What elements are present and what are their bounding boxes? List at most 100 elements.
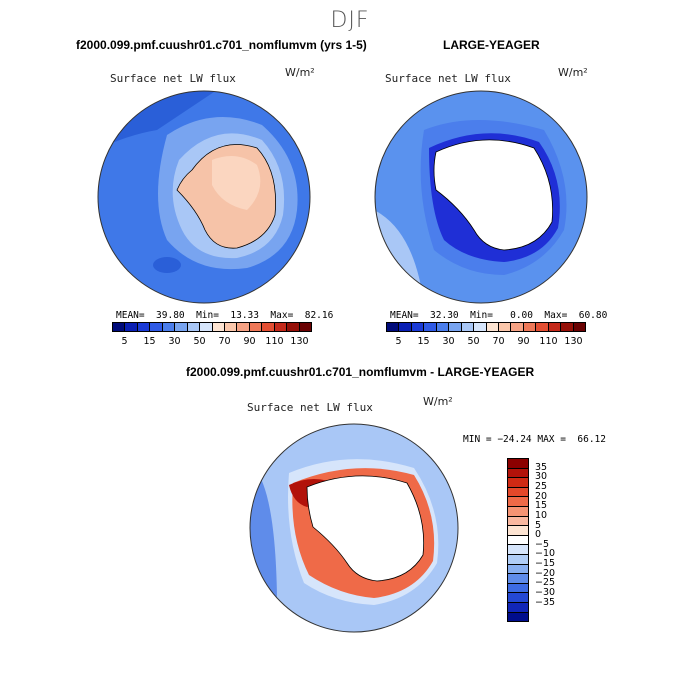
panel-c-colorbar-tick: 5: [535, 519, 542, 531]
panel-b-antarctica-mask: [433, 139, 553, 251]
panel-a-colorbar-labels: 5 15 30 50 70 90 110 130: [112, 336, 312, 348]
panel-c-colorbar-swatch: [508, 467, 528, 478]
panel-b-colorbar-swatch: [448, 323, 461, 331]
panel-a-title: f2000.099.pmf.cuushr01.c701_nomflumvm (y…: [76, 38, 367, 52]
panel-b-colorbar: [386, 322, 586, 332]
season-title: DJF: [330, 8, 370, 33]
panel-a-colorbar-swatch: [186, 323, 200, 331]
panel-c-colorbar-tick: 15: [535, 500, 548, 512]
panel-c-colorbar-tick: −20: [535, 567, 556, 579]
panel-c-colorbar-tick: 0: [535, 529, 542, 541]
panel-b-colorbar-swatch: [535, 323, 548, 331]
panel-b-stats: MEAN= 32.30 Min= 0.00 Max= 60.80: [390, 310, 608, 321]
panel-b-colorbar-swatch: [460, 323, 474, 331]
panel-a-colorbar-swatch: [286, 323, 299, 331]
panel-c-colorbar-swatch: [508, 459, 528, 468]
panel-b-colorbar-swatch: [398, 323, 411, 331]
panel-b-colorbar-swatch: [560, 323, 573, 331]
panel-b-colorbar-swatch: [473, 323, 486, 331]
panel-c-colorbar-swatch: [508, 582, 528, 593]
panel-a-colorbar-tick: 110: [265, 336, 284, 347]
panel-c-colorbar-swatch: [508, 525, 528, 535]
panel-c-colorbar-swatch: [508, 534, 528, 545]
panel-b-colorbar-tick: 5: [395, 336, 402, 347]
panel-b-colorbar-swatch: [410, 323, 424, 331]
panel-a-colorbar-swatch: [174, 323, 187, 331]
panel-a-colorbar-swatch: [199, 323, 212, 331]
panel-c-colorbar-labels: 35 30 25 20 15 10 5 0 −5 −10 −15 −20 −25 −30 −35: [535, 458, 575, 622]
panel-a-colorbar-tick: 30: [168, 336, 181, 347]
panel-b-colorbar-swatch: [572, 323, 585, 331]
panel-a-colorbar-tick: 15: [143, 336, 156, 347]
panel-a-colorbar-tick: 5: [121, 336, 128, 347]
panel-b-colorbar-tick: 110: [539, 336, 558, 347]
panel-c-title: f2000.099.pmf.cuushr01.c701_nomflumvm - …: [186, 365, 535, 379]
panel-b-colorbar-tick: 50: [467, 336, 480, 347]
panel-a-colorbar-tick: 70: [218, 336, 231, 347]
panel-a-colorbar-swatch: [298, 323, 311, 331]
panel-b-colorbar-swatch: [485, 323, 498, 331]
panel-c-colorbar: [507, 458, 529, 622]
panel-c-colorbar-tick: −5: [535, 538, 550, 550]
panel-a-colorbar-tick: 90: [243, 336, 256, 347]
panel-a-colorbar-swatch: [161, 323, 175, 331]
panel-b-colorbar-swatch: [387, 323, 399, 331]
panel-a-colorbar-swatch: [124, 323, 137, 331]
panel-b-colorbar-tick: 130: [564, 336, 583, 347]
panel-a-map: [97, 90, 311, 304]
panel-b-colorbar-swatch: [522, 323, 536, 331]
panel-a-colorbar: [112, 322, 312, 332]
panel-c-colorbar-tick: 20: [535, 490, 548, 502]
panel-a-colorbar-swatch: [261, 323, 274, 331]
panel-a-plateau: [212, 156, 261, 210]
panel-c-colorbar-swatch: [508, 486, 528, 497]
panel-a-colorbar-swatch: [136, 323, 150, 331]
panel-c-colorbar-tick: −25: [535, 577, 556, 589]
panel-a-units: W/m²: [285, 66, 315, 79]
panel-a-colorbar-swatch: [236, 323, 249, 331]
panel-b-map: [374, 90, 588, 304]
panel-c-colorbar-swatch: [508, 477, 528, 487]
panel-b-colorbar-tick: 70: [492, 336, 505, 347]
panel-b-colorbar-tick: 90: [517, 336, 530, 347]
panel-c-antarctica-mask: [306, 475, 424, 582]
panel-c-colorbar-swatch: [508, 573, 528, 583]
panel-a-colorbar-swatch: [113, 323, 125, 331]
panel-c-colorbar-tick: −35: [535, 596, 556, 608]
panel-a-stats: MEAN= 39.80 Min= 13.33 Max= 82.16: [116, 310, 334, 321]
panel-c-colorbar-tick: −10: [535, 548, 556, 560]
panel-b-colorbar-tick: 15: [417, 336, 430, 347]
panel-c-variable: Surface net LW flux: [247, 401, 373, 414]
panel-a-colorbar-swatch: [149, 323, 162, 331]
panel-c-colorbar-swatch: [508, 515, 528, 526]
panel-a-colorbar-swatch: [248, 323, 262, 331]
panel-c-colorbar-swatch: [508, 601, 528, 612]
panel-c-colorbar-tick: 35: [535, 461, 548, 473]
panel-c-colorbar-swatch: [508, 563, 528, 574]
panel-a-colorbar-swatch: [273, 323, 287, 331]
panel-c-colorbar-tick: 10: [535, 509, 548, 521]
panel-c-colorbar-tick: 25: [535, 480, 548, 492]
panel-c-map: [249, 423, 459, 633]
panel-b-variable: Surface net LW flux: [385, 72, 511, 85]
panel-c-colorbar-swatch: [508, 611, 528, 622]
panel-b-colorbar-swatch: [423, 323, 436, 331]
panel-a-variable: Surface net LW flux: [110, 72, 236, 85]
panel-b-colorbar-swatch: [510, 323, 523, 331]
panel-c-colorbar-swatch: [508, 592, 528, 602]
panel-b-colorbar-tick: 30: [442, 336, 455, 347]
panel-c-units: W/m²: [423, 395, 453, 408]
panel-c-colorbar-tick: −30: [535, 587, 556, 599]
panel-c-colorbar-swatch: [508, 496, 528, 506]
panel-a-colorbar-swatch: [223, 323, 237, 331]
panel-b-colorbar-labels: 5 15 30 50 70 90 110 130: [386, 336, 586, 348]
panel-a-low-patch: [153, 257, 181, 273]
panel-b-colorbar-swatch: [547, 323, 561, 331]
panel-a-colorbar-tick: 50: [193, 336, 206, 347]
panel-a-colorbar-swatch: [211, 323, 224, 331]
panel-b-colorbar-swatch: [497, 323, 511, 331]
panel-c-colorbar-swatch: [508, 544, 528, 554]
panel-a-colorbar-tick: 130: [290, 336, 309, 347]
panel-c-colorbar-tick: 30: [535, 471, 548, 483]
panel-c-stats: MIN = −24.24 MAX = 66.12: [463, 434, 606, 445]
